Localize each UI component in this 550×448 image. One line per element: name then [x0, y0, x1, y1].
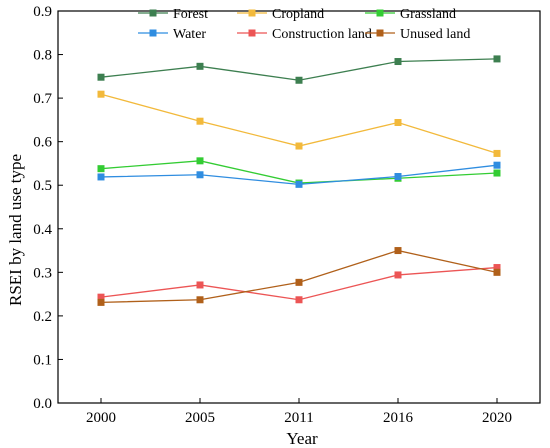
- legend-marker: [376, 9, 384, 17]
- series-unused-land: [97, 247, 501, 306]
- series-layer: [97, 55, 501, 306]
- series-water: [97, 161, 501, 188]
- y-tick-label: 0.8: [33, 48, 52, 64]
- plot-frame: [57, 10, 541, 404]
- data-point-forest: [493, 55, 501, 63]
- data-point-unused-land: [97, 298, 105, 306]
- y-tick-label: 0.0: [33, 396, 52, 412]
- x-axis-title: Year: [286, 429, 318, 448]
- data-point-forest: [97, 73, 105, 81]
- data-point-construction-land: [97, 293, 105, 301]
- data-point-water: [97, 173, 105, 181]
- data-point-cropland: [394, 119, 402, 127]
- data-point-grassland: [97, 165, 105, 173]
- x-tick-label: 2000: [86, 410, 116, 426]
- x-axis: 2000 2005 2011 2016 2020: [86, 398, 512, 426]
- data-point-forest: [196, 62, 204, 70]
- y-tick-label: 0.2: [33, 309, 52, 325]
- x-tick-label: 2016: [383, 410, 414, 426]
- y-tick-label: 0.3: [33, 265, 52, 281]
- legend-marker: [248, 29, 256, 37]
- legend-label: Construction land: [272, 27, 372, 42]
- y-tick-label: 0.5: [33, 178, 52, 194]
- x-tick-label: 2005: [185, 410, 215, 426]
- data-point-cropland: [196, 117, 204, 125]
- plot-border: [57, 10, 541, 404]
- y-tick-label: 0.4: [33, 222, 52, 238]
- series-forest: [97, 55, 501, 84]
- data-point-unused-land: [394, 247, 402, 255]
- data-point-cropland: [295, 142, 303, 150]
- data-point-cropland: [97, 90, 105, 98]
- series-line-unused-land: [100, 249, 498, 304]
- data-point-construction-land: [295, 296, 303, 304]
- legend-item-forest: Forest: [138, 7, 208, 22]
- legend: Forest Cropland Grassland Water Construction…: [138, 7, 470, 42]
- data-point-water: [394, 173, 402, 181]
- legend-item-cropland: Cropland: [237, 7, 324, 22]
- data-point-water: [196, 171, 204, 179]
- legend-item-unused-land: Unused land: [365, 27, 470, 42]
- x-tick-label: 2011: [284, 410, 313, 426]
- data-point-construction-land: [493, 264, 501, 272]
- y-tick-label: 0.9: [33, 4, 52, 20]
- y-tick-label: 0.6: [33, 135, 52, 151]
- y-tick-label: 0.1: [33, 352, 52, 368]
- data-point-forest: [295, 76, 303, 84]
- data-point-construction-land: [196, 281, 204, 289]
- series-construction-land: [97, 264, 501, 304]
- data-point-construction-land: [394, 271, 402, 279]
- data-point-forest: [394, 58, 402, 66]
- data-point-grassland: [196, 157, 204, 165]
- legend-label: Unused land: [400, 27, 470, 42]
- data-point-water: [295, 180, 303, 188]
- x-tick-label: 2020: [482, 410, 512, 426]
- legend-item-construction-land: Construction land: [237, 27, 372, 42]
- data-point-water: [493, 161, 501, 169]
- y-tick-label: 0.7: [33, 91, 52, 107]
- legend-label: Water: [173, 27, 206, 42]
- y-axis-title: RSEI by land use type: [6, 154, 25, 306]
- legend-marker: [248, 9, 256, 17]
- data-point-grassland: [493, 169, 501, 177]
- legend-marker: [149, 9, 157, 17]
- legend-label: Cropland: [272, 7, 324, 22]
- legend-label: Forest: [173, 7, 208, 22]
- legend-item-water: Water: [138, 27, 206, 42]
- legend-label: Grassland: [400, 7, 456, 22]
- data-point-unused-land: [295, 278, 303, 286]
- legend-item-grassland: Grassland: [365, 7, 456, 22]
- y-axis: 0.0 0.1 0.2 0.3 0.4 0.5 0.6 0.7 0.8 0.9: [33, 4, 63, 412]
- series-cropland: [97, 90, 501, 157]
- data-point-unused-land: [196, 296, 204, 304]
- legend-marker: [149, 29, 157, 37]
- legend-marker: [376, 29, 384, 37]
- data-point-cropland: [493, 149, 501, 157]
- data-point-unused-land: [493, 268, 501, 276]
